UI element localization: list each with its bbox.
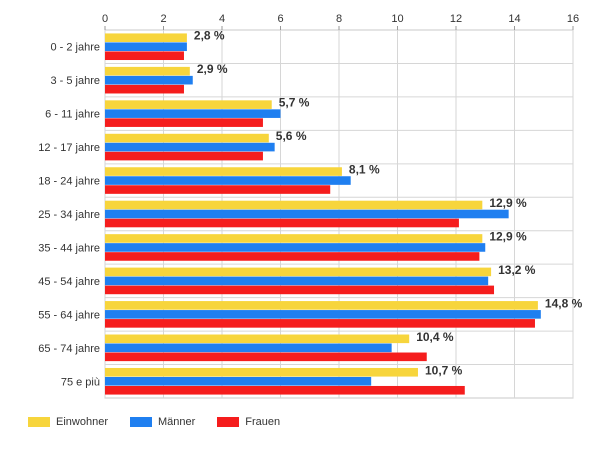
legend-label-einwohner: Einwohner — [56, 416, 108, 428]
legend-item-einwohner: Einwohner — [28, 416, 108, 428]
bar-frauen — [105, 51, 184, 61]
data-label: 12,9 % — [489, 196, 527, 210]
bar-einwohner — [105, 334, 410, 344]
data-label: 10,4 % — [416, 330, 454, 344]
bar-mnner — [105, 310, 541, 319]
bar-mnner — [105, 376, 372, 386]
bar-einwohner — [105, 167, 342, 176]
x-tick-label: 0 — [102, 13, 108, 25]
bar-mnner — [105, 75, 193, 85]
legend-item-maenner: Männer — [129, 416, 196, 428]
x-tick-label: 8 — [336, 13, 342, 25]
bar-mnner — [105, 109, 281, 118]
data-label: 8,1 % — [349, 163, 380, 177]
bar-einwohner — [105, 33, 187, 43]
category-label: 12 - 17 jahre — [38, 142, 100, 154]
bar-frauen — [105, 319, 535, 328]
category-label: 55 - 64 jahre — [38, 309, 100, 321]
bar-frauen — [105, 185, 331, 194]
legend-label-maenner: Männer — [157, 416, 196, 428]
category-label: 3 - 5 jahre — [50, 75, 100, 87]
bar-frauen — [105, 118, 263, 127]
category-label: 75 e più — [61, 376, 100, 388]
legend: Einwohner Männer Frauen — [28, 416, 302, 428]
data-label: 5,6 % — [276, 129, 307, 143]
bar-einwohner — [105, 301, 538, 310]
x-tick-label: 16 — [567, 13, 579, 25]
x-axis-ticks: 0 2 4 6 8 10 12 14 16 — [102, 13, 579, 25]
category-label: 18 - 24 jahre — [38, 176, 100, 188]
bar-einwohner — [105, 100, 272, 109]
x-tick-label: 12 — [450, 13, 462, 25]
x-tick-label: 2 — [160, 13, 166, 25]
bar-einwohner — [105, 267, 492, 277]
bar-frauen — [105, 352, 427, 362]
x-tick-label: 14 — [508, 13, 520, 25]
bar-mnner — [105, 276, 489, 286]
x-tick-label: 6 — [277, 13, 283, 25]
legend-swatch-frauen — [217, 417, 240, 427]
y-axis-categories: 0 - 2 jahre 3 - 5 jahre 6 - 11 jahre 12 - 1… — [38, 42, 100, 389]
legend-swatch-einwohner — [28, 417, 50, 427]
bar-einwohner — [105, 200, 483, 210]
bar-frauen — [105, 285, 495, 295]
bar-einwohner — [105, 234, 483, 243]
category-label: 45 - 54 jahre — [38, 276, 100, 288]
data-label: 14,8 % — [545, 296, 583, 310]
data-label: 2,9 % — [197, 62, 228, 76]
bar-frauen — [105, 218, 459, 228]
bar-mnner — [105, 176, 351, 185]
data-labels: 2,8 % 2,9 % 5,7 % 5,6 % 8,1 % 12,9 % 12,9 % 13,… — [194, 29, 583, 378]
category-label: 0 - 2 jahre — [50, 42, 100, 54]
data-label: 12,9 % — [489, 229, 527, 243]
bar-frauen — [105, 151, 263, 161]
bar-einwohner — [105, 133, 269, 143]
legend-swatch-maenner — [129, 417, 152, 427]
bar-frauen — [105, 84, 184, 94]
category-label: 25 - 34 jahre — [38, 209, 100, 221]
bar-einwohner — [105, 66, 190, 76]
bar-mnner — [105, 42, 187, 52]
category-label: 65 - 74 jahre — [38, 343, 100, 355]
legend-item-frauen: Frauen — [217, 416, 280, 428]
chart-bars — [105, 33, 541, 395]
x-tick-label: 10 — [391, 13, 403, 25]
bar-mnner — [105, 243, 486, 252]
bar-frauen — [105, 385, 465, 395]
data-label: 5,7 % — [279, 96, 310, 110]
data-label: 2,8 % — [194, 29, 225, 43]
legend-label-frauen: Frauen — [245, 416, 281, 428]
x-tick-label: 4 — [219, 13, 225, 25]
data-label: 10,7 % — [425, 363, 463, 377]
bar-mnner — [105, 142, 275, 152]
category-label: 35 - 44 jahre — [38, 242, 100, 254]
data-label: 13,2 % — [498, 263, 536, 277]
bar-mnner — [105, 209, 509, 219]
category-label: 6 - 11 jahre — [45, 109, 100, 121]
bar-einwohner — [105, 367, 418, 377]
bar-frauen — [105, 252, 480, 261]
bar-mnner — [105, 343, 392, 353]
